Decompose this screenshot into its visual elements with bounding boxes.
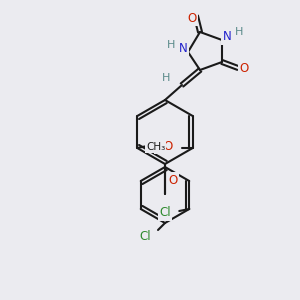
Text: H: H bbox=[167, 40, 175, 50]
Text: H: H bbox=[162, 73, 170, 83]
Text: Br: Br bbox=[155, 140, 168, 152]
Text: O: O bbox=[239, 61, 249, 74]
Text: CH₃: CH₃ bbox=[146, 142, 165, 152]
Text: N: N bbox=[178, 43, 188, 56]
Text: O: O bbox=[188, 11, 196, 25]
Text: N: N bbox=[223, 31, 231, 44]
Text: H: H bbox=[235, 27, 243, 37]
Text: O: O bbox=[163, 140, 172, 154]
Text: O: O bbox=[168, 173, 178, 187]
Text: Cl: Cl bbox=[159, 206, 171, 220]
Text: Cl: Cl bbox=[139, 230, 151, 244]
